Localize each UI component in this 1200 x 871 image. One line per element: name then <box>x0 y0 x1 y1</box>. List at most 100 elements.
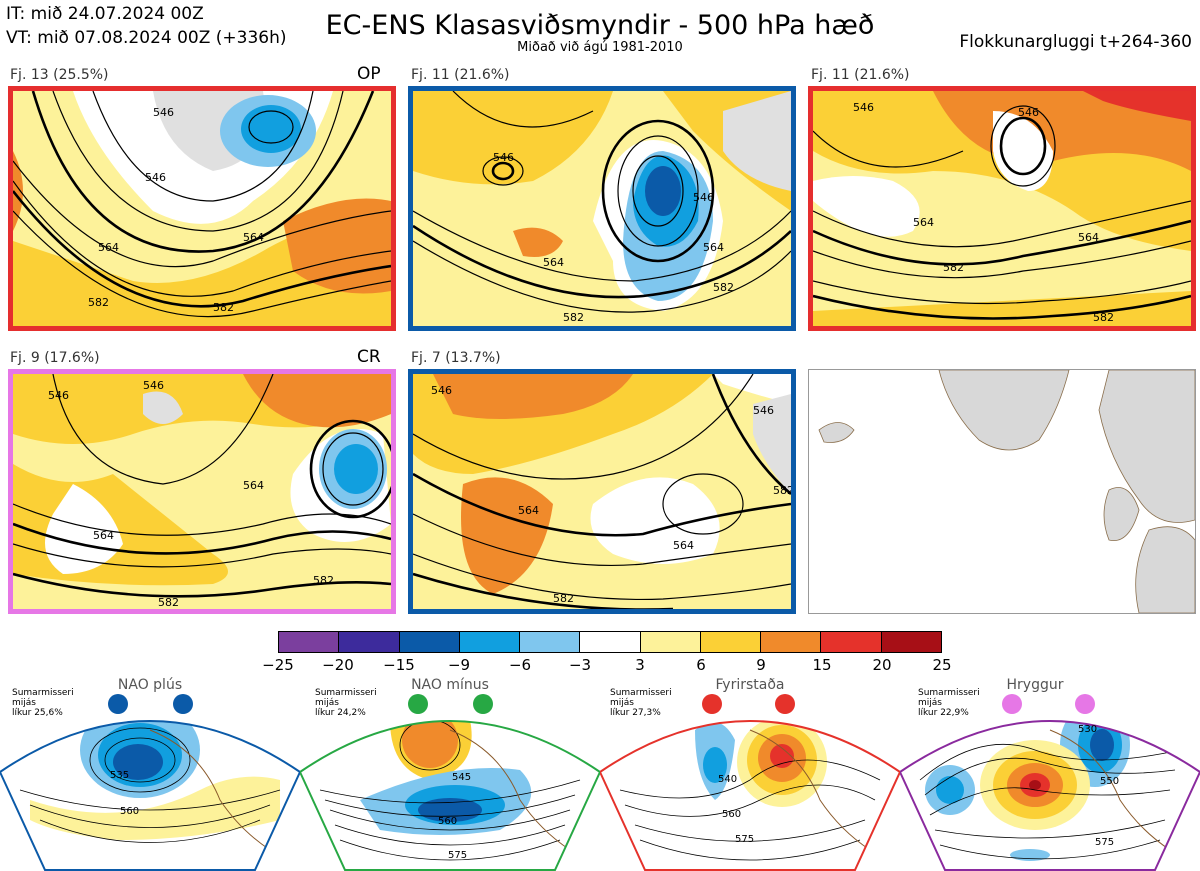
map-2-contour-3: 564 <box>543 256 564 269</box>
map-3-field: 546 546 564 564 582 582 <box>813 91 1191 326</box>
regime-2-marker <box>473 694 493 714</box>
map-4-contour-4: 564 <box>93 529 114 542</box>
coastline-map <box>818 370 1195 613</box>
regime-4-prob: líkur 22,9% <box>918 708 969 718</box>
map-1-contour-5: 582 <box>213 301 234 314</box>
regime-3-marker <box>702 694 722 714</box>
map-3-contour-5: 582 <box>943 261 964 274</box>
regime-4-name: Hryggur <box>1006 677 1064 693</box>
regime-1-marker <box>108 694 128 714</box>
colorbar-tick: −25 <box>262 656 294 674</box>
anomaly-colorbar <box>278 631 942 653</box>
colorbar-tick: 9 <box>756 656 766 674</box>
map-1-field: 546 546 564 564 582 582 <box>13 91 391 326</box>
regime-2-season: Sumarmisseri <box>315 688 377 698</box>
map-2-contour-6: 582 <box>713 281 734 294</box>
map-4-field: 546 546 564 564 582 582 <box>13 374 391 609</box>
cluster-map-5: 546 546 564 564 582 582 <box>408 369 796 614</box>
regime-3-name: Fyrirstaða <box>715 677 785 693</box>
regime-1-season: Sumarmisseri <box>12 688 74 698</box>
colorbar-swatch <box>339 632 400 652</box>
regime-3-contour-2: 560 <box>722 809 741 820</box>
colorbar-tick: −9 <box>447 656 471 674</box>
regime-3-season: Sumarmisseri <box>610 688 672 698</box>
colorbar-tick: 6 <box>696 656 706 674</box>
regime-2-anomaly: mijás <box>315 698 339 708</box>
colorbar-tick: −20 <box>322 656 354 674</box>
cluster-map-4: 546 546 564 564 582 582 <box>8 369 396 614</box>
regime-1-prob: líkur 25,6% <box>12 708 63 718</box>
regime-1-name: NAO plús <box>117 677 183 693</box>
map-1-contour-6: 582 <box>88 296 109 309</box>
regime-4-marker <box>1002 694 1022 714</box>
colorbar-tick: 15 <box>812 656 832 674</box>
map-4-contour-3: 564 <box>243 479 264 492</box>
map-2-contour-4: 564 <box>703 241 724 254</box>
map-4-contour-6: 582 <box>158 596 179 609</box>
colorbar-swatch <box>279 632 340 652</box>
colorbar-tick: 3 <box>635 656 645 674</box>
map-3-contour-4: 564 <box>1078 231 1099 244</box>
regime-4-contour-1: 530 <box>1078 724 1097 735</box>
colorbar-swatch <box>399 632 460 652</box>
cluster-map-3: 546 546 564 564 582 582 <box>808 86 1196 331</box>
page-subtitle: Miðað við ágú 1981-2010 <box>517 40 683 55</box>
regime-2-map: 545 560 575 <box>300 694 600 871</box>
panel-3-label: Fj. 11 (21.6%) <box>811 67 910 83</box>
map-4-contour-5: 582 <box>313 574 334 587</box>
colorbar-tick: −15 <box>383 656 415 674</box>
regime-2-marker <box>408 694 428 714</box>
colorbar-swatch <box>640 632 701 652</box>
colorbar-swatch <box>459 632 521 652</box>
map-4-contour-1: 546 <box>143 379 164 392</box>
panel-1-tag: OP <box>357 64 381 84</box>
map-5-contour-2: 546 <box>431 384 452 397</box>
valid-time: VT: mið 07.08.2024 00Z (+336h) <box>6 28 287 48</box>
regime-2-contour-2: 560 <box>438 816 457 827</box>
regime-4-contour-3: 575 <box>1095 837 1114 848</box>
map-5-field: 546 546 564 564 582 582 <box>413 374 791 609</box>
colorbar-tick: 25 <box>932 656 952 674</box>
colorbar-swatch <box>700 632 762 652</box>
map-5-contour-1: 546 <box>753 404 774 417</box>
regime-1-anomaly: mijás <box>12 698 36 708</box>
map-5-contour-5: 582 <box>553 592 574 605</box>
regime-4-anomaly: mijás <box>918 698 942 708</box>
map-3-contour-3: 564 <box>913 216 934 229</box>
map-2-field: 546 546 564 564 582 582 <box>413 91 791 326</box>
colorbar-swatch <box>580 632 641 652</box>
regime-3-anomaly: mijás <box>610 698 634 708</box>
panel-2-label: Fj. 11 (21.6%) <box>411 67 510 83</box>
regime-3-map: 540 560 575 <box>600 694 900 871</box>
regime-1-map: 535 560 <box>0 694 300 871</box>
map-2-contour-2: 546 <box>693 191 714 204</box>
regime-2-contour-3: 575 <box>448 850 467 861</box>
colorbar-tick: 20 <box>872 656 892 674</box>
panel-4-label: Fj. 9 (17.6%) <box>10 350 100 366</box>
colorbar-swatch <box>881 632 941 652</box>
panel-5-label: Fj. 7 (13.7%) <box>411 350 501 366</box>
map-4-contour-2: 546 <box>48 389 69 402</box>
map-5-contour-4: 564 <box>673 539 694 552</box>
panel-1-label: Fj. 13 (25.5%) <box>10 67 109 83</box>
map-5-contour-6: 582 <box>773 484 791 497</box>
colorbar-tick: −6 <box>508 656 532 674</box>
regime-2-contour-1: 545 <box>452 772 471 783</box>
regime-4-contour-2: 550 <box>1100 776 1119 787</box>
cluster-map-2: 546 546 564 564 582 582 <box>408 86 796 331</box>
regime-1-contour-2: 560 <box>120 806 139 817</box>
regime-1-marker <box>173 694 193 714</box>
regime-4-map: 530 550 575 <box>900 694 1200 871</box>
regime-1-contour-1: 535 <box>110 770 129 781</box>
cluster-map-1: 546 546 564 564 582 582 <box>8 86 396 331</box>
panel-4-tag: CR <box>357 347 381 367</box>
map-1-contour-4: 564 <box>98 241 119 254</box>
regime-3-marker <box>775 694 795 714</box>
regime-3-prob: líkur 27,3% <box>610 708 661 718</box>
regime-2-prob: líkur 24,2% <box>315 708 366 718</box>
map-5-contour-3: 564 <box>518 504 539 517</box>
page-title: EC-ENS Klasasviðsmyndir - 500 hPa hæð <box>325 10 875 41</box>
regime-3-contour-1: 540 <box>718 774 737 785</box>
map-3-contour-2: 546 <box>853 101 874 114</box>
colorbar-swatch <box>520 632 581 652</box>
